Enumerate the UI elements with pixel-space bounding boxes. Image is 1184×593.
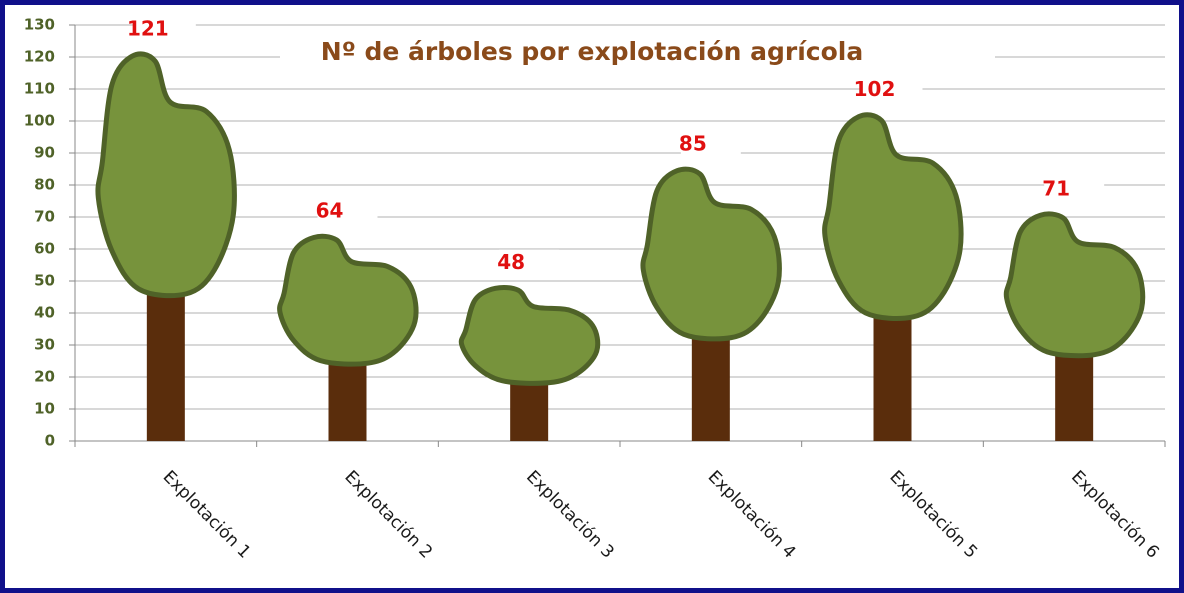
y-tick-label: 10 bbox=[34, 400, 55, 418]
value-label: 121 bbox=[127, 16, 169, 40]
y-tick-label: 40 bbox=[34, 304, 55, 322]
tree-canopy bbox=[277, 233, 419, 367]
value-label: 102 bbox=[854, 77, 896, 101]
y-tick-label: 120 bbox=[24, 48, 55, 66]
value-label: 64 bbox=[316, 199, 344, 223]
value-label: 71 bbox=[1042, 176, 1070, 200]
value-label-background bbox=[862, 76, 923, 103]
tree-canopy bbox=[95, 51, 237, 299]
value-label: 48 bbox=[497, 250, 525, 274]
value-label-background bbox=[135, 15, 196, 42]
y-tick-label: 0 bbox=[45, 432, 55, 450]
y-tick-label: 20 bbox=[34, 368, 55, 386]
tree-canopy bbox=[1003, 211, 1146, 359]
value-label-background bbox=[680, 131, 741, 157]
y-tick-label: 60 bbox=[34, 240, 55, 258]
tree-canopy bbox=[458, 284, 601, 386]
y-tick-label: 110 bbox=[24, 80, 55, 98]
title-background bbox=[280, 28, 995, 76]
y-tick-label: 130 bbox=[24, 16, 55, 34]
value-label-background bbox=[1044, 175, 1105, 202]
value-label-background bbox=[499, 249, 560, 276]
value-label-background bbox=[317, 198, 378, 225]
tree-canopy bbox=[640, 166, 782, 342]
value-label: 85 bbox=[679, 132, 707, 156]
y-tick-label: 100 bbox=[24, 112, 55, 130]
tree-trunk bbox=[873, 297, 912, 441]
y-tick-label: 80 bbox=[34, 176, 55, 194]
tree-trunk bbox=[146, 270, 185, 441]
grid bbox=[75, 24, 1165, 442]
y-tick-label: 30 bbox=[34, 336, 55, 354]
y-tick-label: 90 bbox=[34, 144, 55, 162]
y-tick-label: 70 bbox=[34, 208, 55, 226]
plot-background bbox=[5, 5, 1179, 588]
chart-title: Nº de árboles por explotación agrícola bbox=[321, 37, 863, 66]
tree-canopy bbox=[822, 112, 964, 321]
y-tick-label: 50 bbox=[34, 272, 55, 290]
